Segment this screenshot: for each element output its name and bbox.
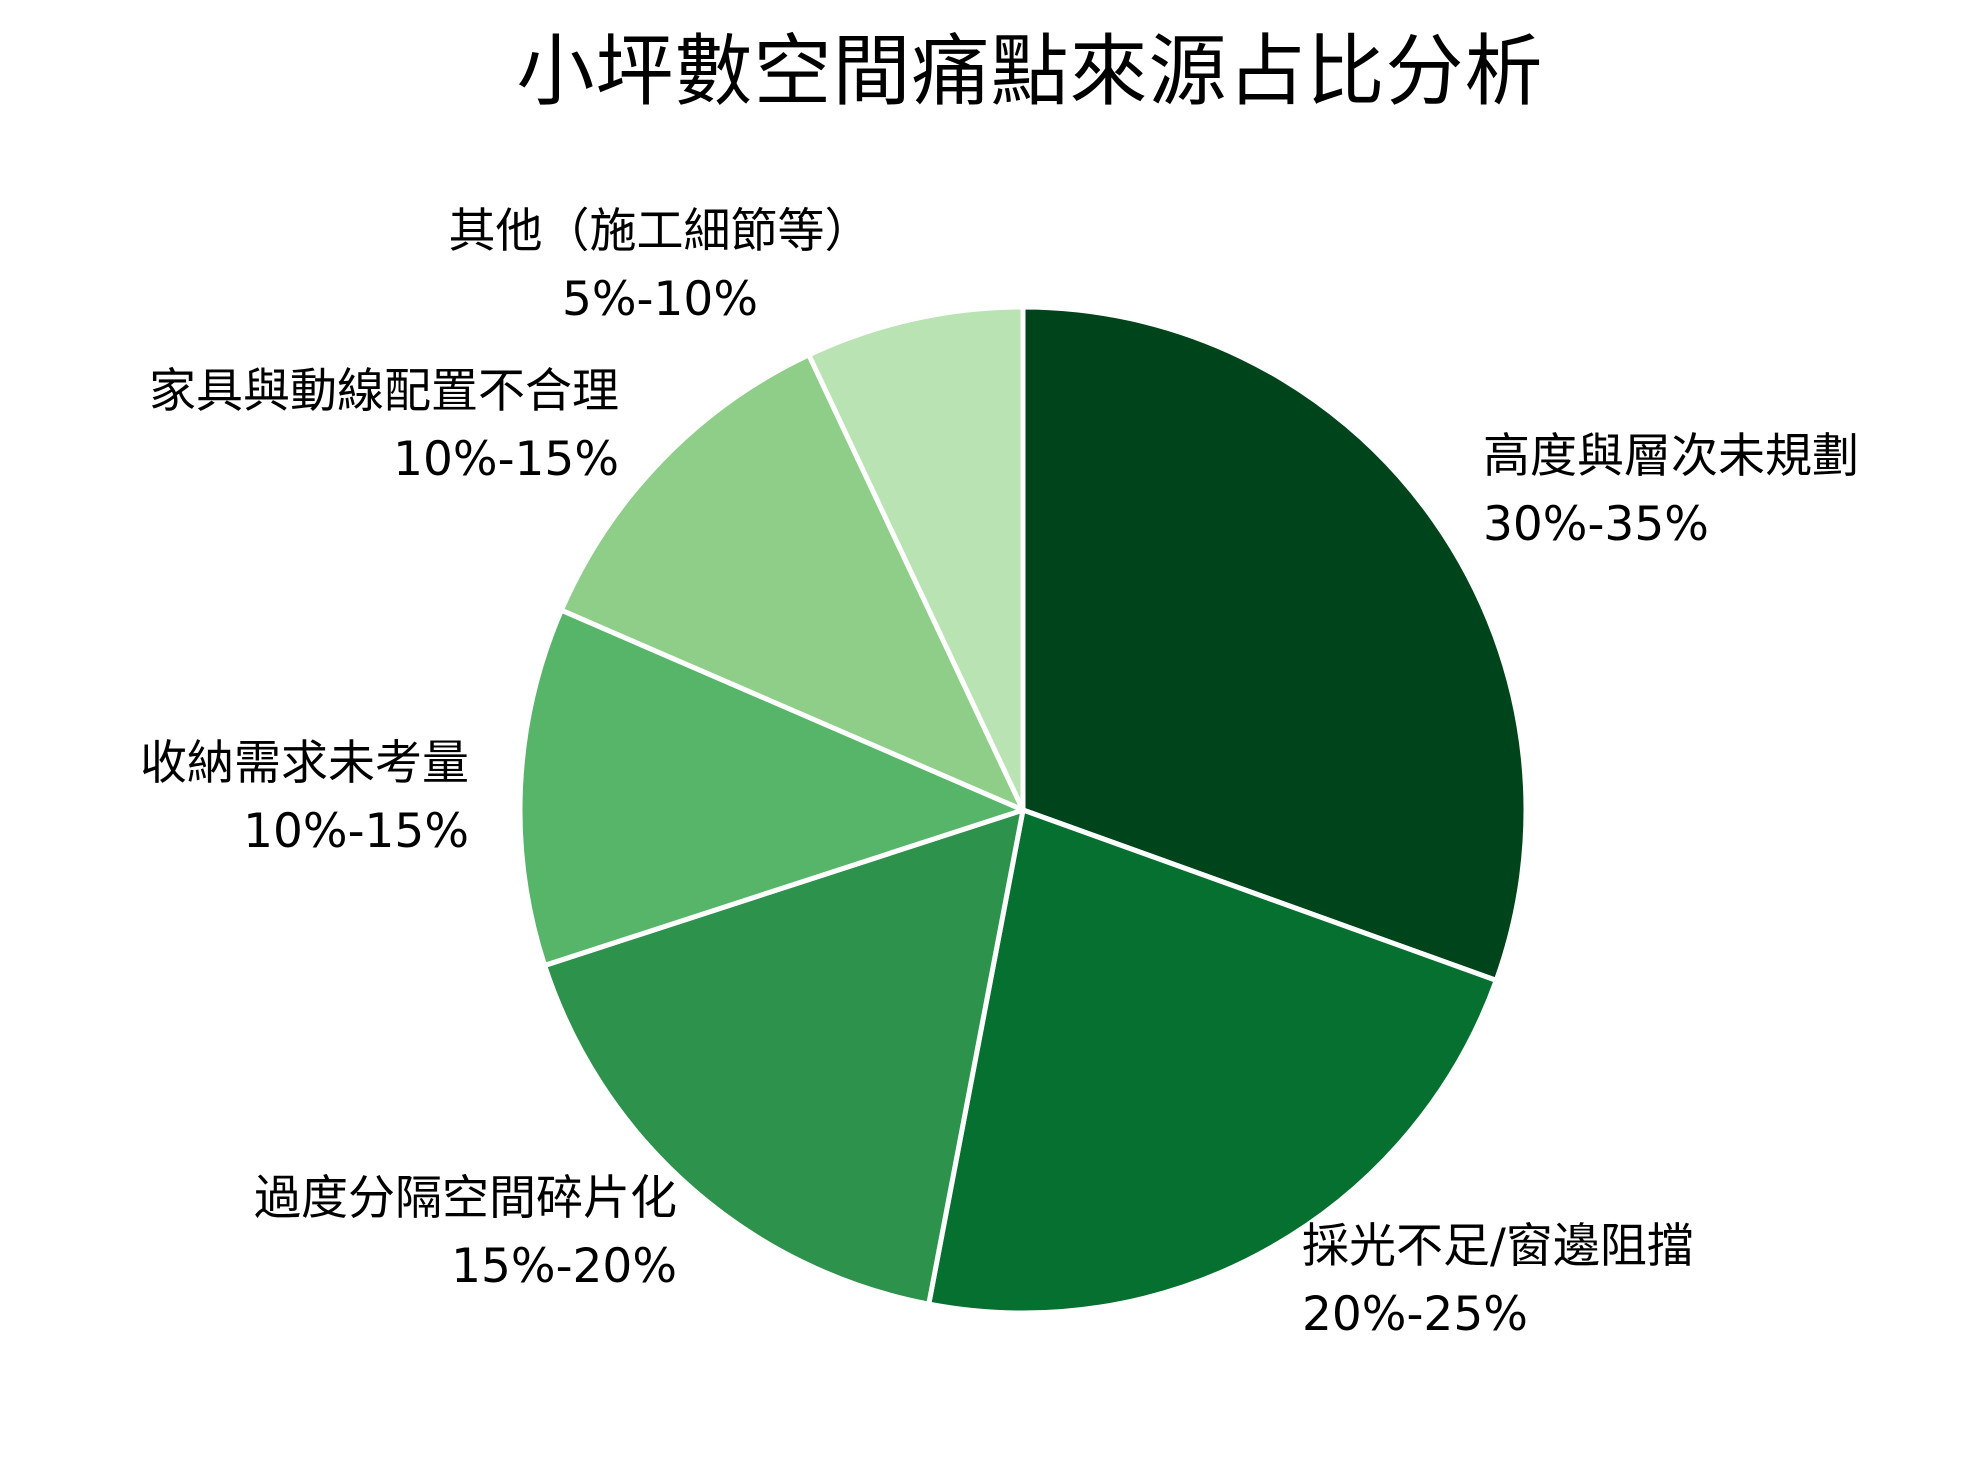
slice-label-name: 採光不足/窗邊阻擋: [1302, 1219, 1694, 1274]
pie-slice-2: [542, 807, 1026, 1307]
slice-label-name: 高度與層次未規劃: [1483, 429, 1859, 484]
slice-label-name: 收納需求未考量: [140, 736, 469, 791]
pie-slice-1: [926, 807, 1499, 1316]
slice-label-name: 家具與動線配置不合理: [149, 364, 619, 419]
slice-label-range: 15%-20%: [451, 1239, 677, 1294]
pie-slice-4: [558, 352, 1026, 813]
slice-label-height-layering: 高度與層次未規劃 30%-35%: [1483, 423, 1859, 559]
pie-slice-3: [517, 607, 1026, 968]
slice-label-range: 10%-15%: [243, 804, 469, 859]
pie-slice-0: [1020, 304, 1529, 983]
slice-label-lighting: 採光不足/窗邊阻擋 20%-25%: [1302, 1213, 1694, 1349]
slice-label-name: 過度分隔空間碎片化: [254, 1171, 677, 1226]
slice-label-furniture: 家具與動線配置不合理 10%-15%: [149, 358, 619, 494]
slice-label-range: 30%-35%: [1483, 497, 1709, 552]
slice-label-other: 其他（施工細節等） 5%-10%: [310, 198, 1010, 334]
slice-label-range: 10%-15%: [393, 432, 619, 487]
chart-title: 小坪數空間痛點來源占比分析: [516, 27, 1544, 117]
pie-slice-5: [806, 304, 1026, 813]
slice-label-range: 20%-25%: [1302, 1287, 1528, 1342]
slice-label-range: 5%-10%: [562, 272, 758, 327]
slice-label-storage: 收納需求未考量 10%-15%: [140, 730, 469, 866]
slice-label-fragmentation: 過度分隔空間碎片化 15%-20%: [254, 1165, 677, 1301]
slice-label-name: 其他（施工細節等）: [448, 204, 872, 259]
